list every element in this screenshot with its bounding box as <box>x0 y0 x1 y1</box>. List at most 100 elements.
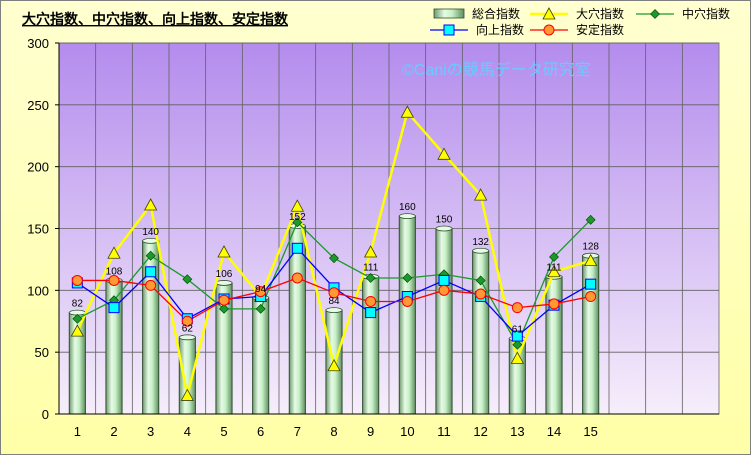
legend-label: 安定指数 <box>576 22 624 37</box>
series-point-diamond <box>219 303 229 314</box>
legend-label: 中穴指数 <box>682 6 730 21</box>
legend-item: 大穴指数 <box>530 6 624 21</box>
series-point-circle <box>475 288 487 300</box>
bar-data-label: 62 <box>182 323 194 334</box>
series-point-diamond <box>549 252 559 262</box>
series-point-triangle <box>363 245 378 258</box>
series-point-triangle <box>583 253 598 267</box>
watermark-text: ©Caniの競馬データ研究室 <box>402 60 591 79</box>
series-point-square <box>511 330 523 342</box>
legend-swatch-marker <box>543 24 555 36</box>
series-point-circle <box>255 286 267 298</box>
series-point-triangle <box>327 358 341 372</box>
x-tick-label: 6 <box>257 424 264 439</box>
bar-data-label: 150 <box>436 215 453 226</box>
y-tick-label: 300 <box>27 36 49 51</box>
x-tick-label: 14 <box>547 424 561 439</box>
series-point-circle <box>328 287 340 299</box>
series-point-square <box>438 274 450 286</box>
series-point-diamond <box>402 273 413 283</box>
series-point-triangle <box>217 245 231 258</box>
series-point-triangle <box>400 105 415 118</box>
legend-item: 総合指数 <box>433 6 520 21</box>
series-point-circle <box>145 279 157 291</box>
legend-item: 向上指数 <box>430 22 524 37</box>
bar-cap <box>398 213 416 220</box>
x-tick-label: 9 <box>367 424 374 439</box>
bar <box>508 338 526 415</box>
bar-cap <box>178 334 196 341</box>
series-point-circle <box>365 295 377 307</box>
bar-data-label: 140 <box>142 227 159 238</box>
series-point-diamond <box>512 339 523 350</box>
series-point-triangle <box>180 388 195 401</box>
bar-cap <box>435 225 453 232</box>
series-point-diamond <box>585 214 596 225</box>
series-point-triangle <box>70 324 85 337</box>
bar-data-label: 82 <box>72 299 84 310</box>
y-tick-label: 0 <box>42 407 49 422</box>
series-point-circle <box>401 295 413 307</box>
series-point-diamond <box>329 253 339 264</box>
bar-data-label: 132 <box>472 237 489 248</box>
x-tick-label: 4 <box>184 424 191 439</box>
series-point-diamond <box>365 273 376 283</box>
x-tick-label: 10 <box>400 424 414 439</box>
legend-label: 向上指数 <box>476 22 524 37</box>
bar-data-label: 128 <box>582 242 599 253</box>
series-point-square <box>108 302 120 314</box>
bar-cap <box>472 247 490 254</box>
series-point-triangle <box>547 264 561 278</box>
series-point-circle <box>108 274 120 286</box>
y-tick-label: 50 <box>35 345 49 360</box>
series-point-circle <box>291 272 303 284</box>
x-tick-label: 1 <box>74 424 81 439</box>
series-point-triangle <box>107 246 121 259</box>
y-tick-label: 100 <box>27 283 49 298</box>
series-point-diamond <box>182 274 193 285</box>
x-tick-label: 5 <box>220 424 227 439</box>
series-point-diamond <box>145 250 156 261</box>
y-tick-label: 150 <box>27 222 49 237</box>
series-point-circle <box>548 298 560 310</box>
bar <box>398 215 416 415</box>
bar-data-label: 94 <box>255 284 267 295</box>
y-tick-label: 200 <box>27 160 49 175</box>
bar-data-label: 152 <box>289 212 306 223</box>
series-point-circle <box>511 302 523 314</box>
bar-cap <box>215 280 233 286</box>
x-tick-label: 15 <box>583 424 597 439</box>
series-point-triangle <box>473 188 488 201</box>
series-point-circle <box>438 284 450 296</box>
bar-data-label: 108 <box>106 266 123 277</box>
legend-swatch-marker <box>542 7 556 20</box>
series-point-diamond <box>72 313 83 324</box>
y-tick-label: 250 <box>27 98 49 113</box>
series-point-square <box>145 266 157 278</box>
bar-data-label: 106 <box>216 269 233 280</box>
series-point-diamond <box>255 303 266 314</box>
bar <box>545 276 563 415</box>
legend-item: 安定指数 <box>530 22 624 37</box>
x-tick-label: 7 <box>294 424 301 439</box>
legend-label: 大穴指数 <box>576 6 624 21</box>
series-point-square <box>291 242 303 254</box>
legend-swatch-bar <box>433 8 465 19</box>
x-tick-label: 13 <box>510 424 524 439</box>
series-point-diamond <box>475 275 486 286</box>
bar-data-label: 61 <box>512 325 524 336</box>
x-tick-label: 2 <box>110 424 117 439</box>
legend-item: 中穴指数 <box>636 6 730 21</box>
x-tick-label: 3 <box>147 424 154 439</box>
series-point-triangle <box>290 199 305 212</box>
series-point-circle <box>218 294 230 306</box>
series-point-triangle <box>510 351 525 364</box>
legend-swatch-marker <box>650 9 660 19</box>
series-point-circle <box>181 315 193 327</box>
x-tick-label: 12 <box>473 424 487 439</box>
bar-data-label: 111 <box>363 263 379 274</box>
series-point-circle <box>71 274 83 286</box>
series-point-diamond <box>292 217 303 228</box>
bar-data-label: 84 <box>328 296 340 307</box>
